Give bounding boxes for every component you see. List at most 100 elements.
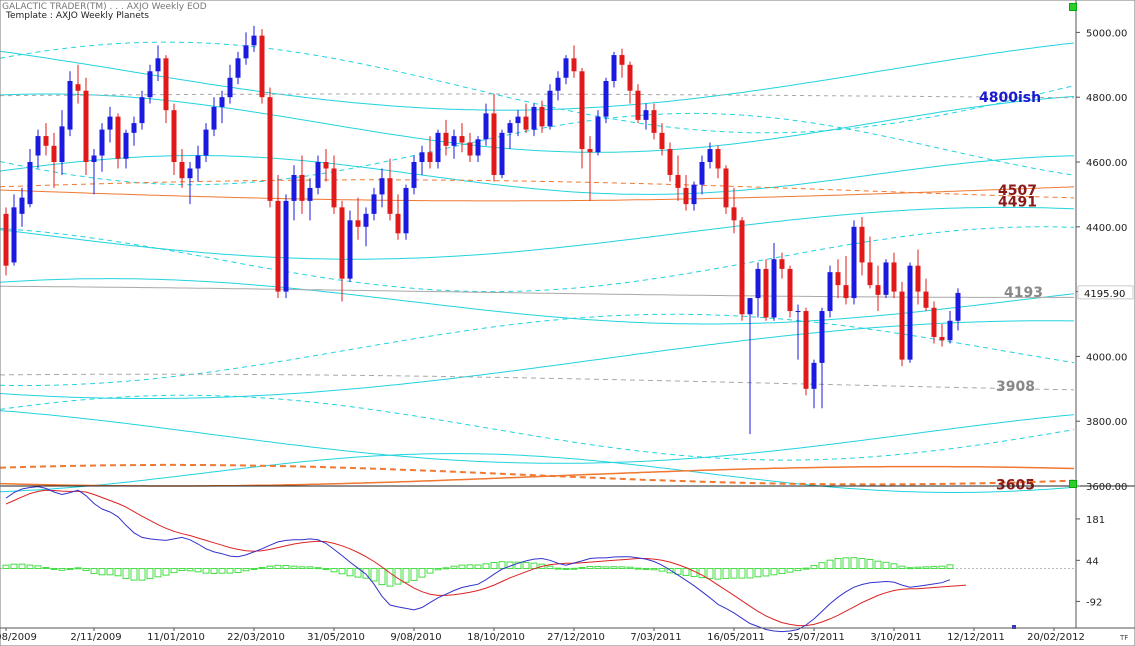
top-handle-icon[interactable] — [1069, 3, 1077, 11]
candle-body — [315, 162, 321, 188]
level-label: 4491 — [998, 194, 1037, 210]
candle-body — [819, 311, 825, 363]
macd-histogram-bar — [698, 567, 706, 579]
candle-body — [107, 116, 113, 130]
planet-line-cyan — [0, 42, 1075, 111]
macd-histogram-bar — [898, 565, 906, 569]
candle-body — [675, 174, 681, 188]
candle-body — [403, 187, 409, 234]
candle-body — [651, 110, 657, 133]
macd-histogram-bar — [570, 567, 578, 570]
macd-histogram-bar — [434, 567, 442, 571]
macd-histogram-bar — [210, 567, 218, 574]
last-price-box — [1077, 285, 1134, 300]
macd-histogram-bar — [914, 566, 922, 569]
candle-body — [467, 142, 473, 156]
macd-signal-line — [5, 489, 967, 627]
candle-body — [891, 262, 897, 292]
candle-body — [387, 178, 393, 214]
candle-body — [59, 126, 65, 162]
macd-histogram-bar — [498, 561, 506, 569]
macd-histogram-bar — [458, 564, 466, 569]
macd-histogram-bar — [946, 564, 954, 569]
macd-histogram-bar — [810, 564, 818, 569]
candle-body — [523, 116, 529, 130]
candle-body — [611, 55, 617, 81]
candle-body — [11, 207, 17, 263]
candle-body — [283, 200, 289, 292]
candle-body — [427, 152, 433, 162]
macd-histogram-bar — [338, 567, 346, 575]
macd-histogram-bar — [650, 567, 658, 571]
macd-histogram-bar — [482, 563, 490, 569]
macd-histogram-bar — [394, 567, 402, 585]
macd-histogram-bar — [546, 565, 554, 569]
planet-line-cyan — [0, 410, 1075, 464]
macd-histogram-bar — [802, 567, 810, 570]
candle-body — [603, 81, 609, 117]
candle-body — [771, 259, 777, 318]
level-label: 4193 — [1004, 285, 1043, 301]
macd-histogram-bar — [738, 567, 746, 579]
level-line-orange-dashed — [0, 179, 1075, 199]
candle-body — [547, 90, 553, 127]
candle-body — [219, 97, 225, 107]
candle-body — [907, 265, 913, 360]
last-price-label: 4195.90 — [1084, 289, 1125, 300]
candle-body — [291, 174, 297, 201]
planet-line-cyan-dashed — [0, 41, 1075, 134]
date-tick-label: 9/08/2010 — [390, 632, 441, 643]
candle-body — [355, 220, 361, 227]
candle-body — [659, 132, 665, 150]
macd-histogram-bar — [290, 565, 298, 569]
price-tick-label: 4800.00 — [1086, 93, 1127, 104]
macd-histogram-bar — [754, 567, 762, 578]
candle-body — [99, 129, 105, 156]
macd-tick-label: -92 — [1086, 597, 1102, 608]
planet-line-cyan-dashed — [0, 394, 1075, 461]
candle-body — [211, 106, 217, 130]
candle-body — [243, 45, 249, 59]
candle-body — [347, 220, 353, 279]
candle-body — [683, 187, 689, 205]
planet-line-cyan — [0, 93, 1075, 153]
macd-histogram-bar — [818, 562, 826, 569]
panel-divider-handle-icon[interactable] — [1069, 480, 1077, 488]
macd-histogram-bar — [842, 557, 850, 569]
planet-line-cyan — [0, 278, 1075, 325]
macd-histogram-bar — [722, 567, 730, 579]
price-tick-label: 3800.00 — [1086, 417, 1127, 428]
candle-body — [475, 139, 481, 156]
macd-histogram-bar — [514, 561, 522, 569]
planet-lines — [0, 41, 1075, 493]
macd-histogram-bar — [610, 566, 618, 569]
macd-histogram-bar — [730, 567, 738, 579]
macd-histogram-bar — [890, 563, 898, 569]
level-line-gray-dashed — [0, 93, 1074, 99]
candle-body — [339, 207, 345, 279]
level-label: 3605 — [996, 477, 1035, 493]
macd-histogram-bar — [154, 567, 162, 578]
date-tick-label: 31/05/2010 — [307, 632, 365, 643]
candle-body — [883, 262, 889, 295]
macd-histogram-bar — [410, 567, 418, 581]
macd-histogram-bar — [202, 567, 210, 574]
candle-body — [835, 272, 841, 286]
candle-body — [195, 155, 201, 169]
macd-histogram-bar — [146, 567, 154, 580]
candle-body — [35, 136, 41, 156]
macd-histogram-bar — [786, 567, 794, 573]
candle-body — [259, 35, 265, 98]
macd-histogram-bar — [858, 558, 866, 569]
candle-body — [531, 106, 537, 130]
macd-histogram-bar — [778, 567, 786, 574]
candle-body — [123, 132, 129, 159]
candle-body — [395, 213, 401, 234]
macd-histogram-bar — [602, 566, 610, 569]
candle-body — [515, 116, 521, 124]
macd-histogram-bar — [274, 564, 282, 569]
macd-histogram-bar — [938, 565, 946, 569]
